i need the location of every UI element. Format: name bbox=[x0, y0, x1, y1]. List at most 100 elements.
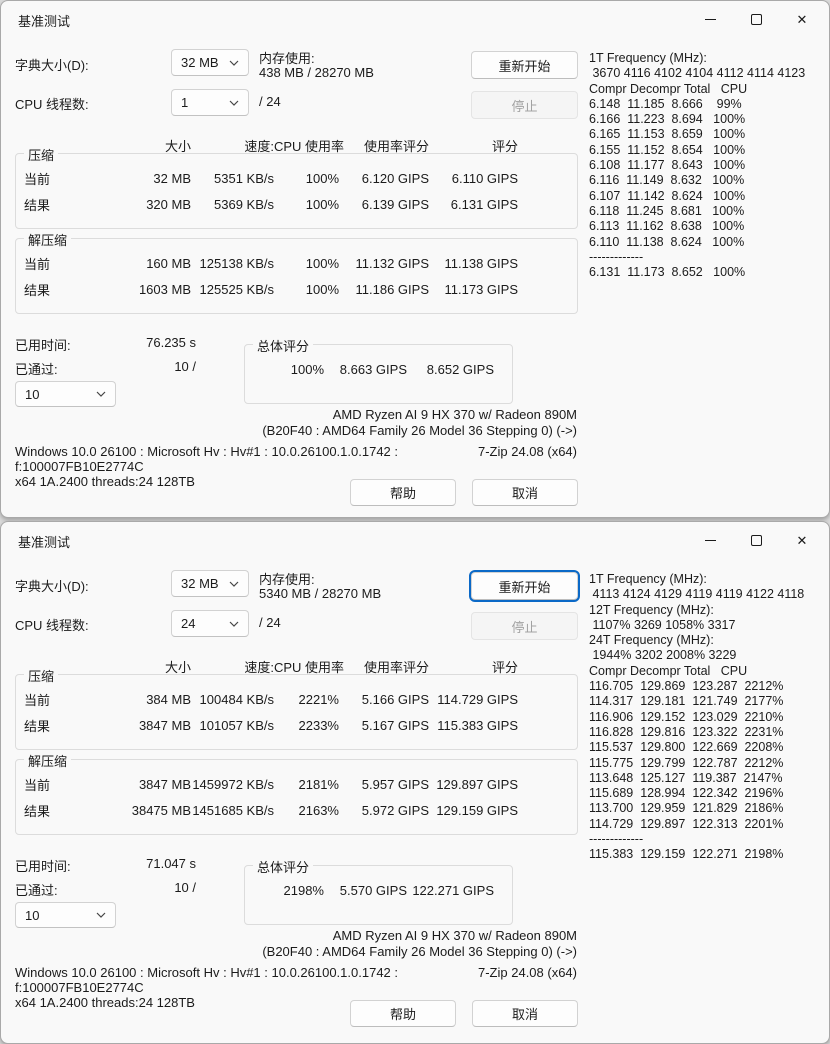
report-line: 116.828 129.816 123.322 2231% bbox=[589, 724, 784, 739]
cpu-family-line: (B20F40 : AMD64 Family 26 Model 36 Stepp… bbox=[262, 944, 577, 959]
memory-usage-label: 内存使用: bbox=[259, 51, 315, 66]
report-line: 6.148 11.185 8.666 99% bbox=[589, 96, 742, 111]
row-label: 当前 bbox=[24, 256, 51, 272]
titlebar[interactable]: 基准测试 ✕ bbox=[1, 522, 829, 558]
row-label: 结果 bbox=[24, 718, 51, 734]
minimize-icon bbox=[704, 539, 716, 541]
memory-usage-value: 5340 MB / 28270 MB bbox=[259, 586, 382, 601]
minimize-button[interactable] bbox=[687, 522, 733, 558]
maximize-icon bbox=[750, 13, 762, 25]
benchmark-window-1t: 基准测试 ✕ 字典大小(D): 32 MB 内存使用: 438 MB / 282… bbox=[0, 0, 830, 518]
cell-usage-rating: 5.167 GIPS bbox=[361, 717, 429, 733]
threads-total-label: / 24 bbox=[259, 615, 281, 630]
report-line: 115.775 129.799 122.787 2212% bbox=[589, 755, 784, 770]
restart-button-label: 重新开始 bbox=[498, 58, 551, 74]
overall-usage-rating: 5.570 GIPS bbox=[339, 883, 407, 898]
report-line: 12T Frequency (MHz): bbox=[589, 602, 714, 617]
decompress-group: 解压缩 当前 160 MB 125138 KB/s 100% 11.132 GI… bbox=[15, 230, 578, 314]
passes-select[interactable]: 10 bbox=[15, 902, 116, 928]
cell-size: 160 MB bbox=[146, 255, 191, 271]
row-label: 结果 bbox=[24, 197, 51, 213]
cpu-threads-select[interactable]: 24 bbox=[171, 610, 249, 637]
help-button-label: 帮助 bbox=[389, 486, 416, 501]
table-column-headers: 大小 速度: CPU 使用率 使用率评分 评分 bbox=[24, 657, 518, 676]
report-line: 3670 4116 4102 4104 4112 4114 4123 bbox=[589, 66, 806, 81]
overall-rating-group: 总体评分 100% 8.663 GIPS 8.652 GIPS bbox=[244, 336, 513, 404]
restart-button[interactable]: 重新开始 bbox=[471, 51, 578, 79]
dictionary-size-select[interactable]: 32 MB bbox=[171, 570, 249, 597]
memory-usage-label: 内存使用: bbox=[259, 572, 315, 587]
cell-rating: 129.897 GIPS bbox=[436, 776, 518, 792]
cell-size: 384 MB bbox=[146, 691, 191, 707]
close-button[interactable]: ✕ bbox=[779, 522, 825, 558]
cell-usage-rating: 11.186 GIPS bbox=[355, 281, 429, 297]
minimize-button[interactable] bbox=[687, 1, 733, 37]
close-button[interactable]: ✕ bbox=[779, 1, 825, 37]
table-row: 结果 38475 MB 1451685 KB/s 2163% 5.972 GIP… bbox=[24, 797, 577, 823]
report-line: 24T Frequency (MHz): bbox=[589, 633, 714, 648]
cell-size: 320 MB bbox=[146, 196, 191, 212]
report-line: 6.131 11.173 8.652 100% bbox=[589, 265, 746, 280]
app-version: 7-Zip 24.08 (x64) bbox=[478, 444, 577, 459]
dictionary-size-select[interactable]: 32 MB bbox=[171, 49, 249, 76]
cell-rating: 6.110 GIPS bbox=[451, 170, 518, 186]
window-title: 基准测试 bbox=[18, 535, 71, 550]
cell-cpu: 100% bbox=[305, 281, 339, 297]
cell-cpu: 2181% bbox=[298, 776, 339, 792]
help-button[interactable]: 帮助 bbox=[350, 479, 456, 506]
col-speed: 速度: bbox=[244, 660, 274, 675]
frequency-report: 1T Frequency (MHz): 3670 4116 4102 4104 … bbox=[589, 51, 827, 280]
cell-rating: 129.159 GIPS bbox=[436, 802, 518, 818]
report-line: 6.166 11.223 8.694 100% bbox=[589, 112, 746, 127]
passes-select-value: 10 bbox=[25, 907, 40, 923]
titlebar[interactable]: 基准测试 ✕ bbox=[1, 1, 829, 37]
cell-size: 3847 MB bbox=[138, 776, 191, 792]
dictionary-size-value: 32 MB bbox=[181, 55, 219, 70]
chevron-down-icon bbox=[229, 100, 239, 106]
maximize-button[interactable] bbox=[733, 1, 779, 37]
passes-label: 已通过: bbox=[15, 883, 58, 898]
report-line: 1T Frequency (MHz): bbox=[589, 572, 707, 586]
overall-rating: 122.271 GIPS bbox=[412, 883, 494, 898]
cell-cpu: 2221% bbox=[298, 691, 339, 707]
compress-legend: 压缩 bbox=[24, 145, 59, 164]
frequency-report: 1T Frequency (MHz): 4113 4124 4129 4119 … bbox=[589, 572, 827, 863]
table-column-headers: 大小 速度: CPU 使用率 使用率评分 评分 bbox=[24, 136, 518, 155]
report-line: 6.110 11.138 8.624 100% bbox=[589, 234, 745, 249]
overall-rating: 8.652 GIPS bbox=[426, 362, 494, 377]
cancel-button[interactable]: 取消 bbox=[472, 479, 578, 506]
table-row: 当前 3847 MB 1459972 KB/s 2181% 5.957 GIPS… bbox=[24, 771, 577, 797]
help-button-label: 帮助 bbox=[389, 1007, 416, 1022]
stop-button[interactable]: 停止 bbox=[471, 612, 578, 640]
compress-legend: 压缩 bbox=[24, 666, 59, 685]
table-row: 结果 320 MB 5369 KB/s 100% 6.139 GIPS 6.13… bbox=[24, 191, 577, 217]
row-label: 当前 bbox=[24, 692, 51, 708]
maximize-button[interactable] bbox=[733, 522, 779, 558]
col-size: 大小 bbox=[164, 660, 191, 675]
passes-value: 10 / bbox=[174, 880, 196, 895]
help-button[interactable]: 帮助 bbox=[350, 1000, 456, 1027]
chevron-down-icon bbox=[229, 581, 239, 587]
col-usage-rating: 使用率评分 bbox=[363, 139, 429, 154]
cpu-threads-value: 1 bbox=[181, 95, 189, 110]
passes-select[interactable]: 10 bbox=[15, 381, 116, 407]
report-line: Compr Decompr Total CPU bbox=[589, 663, 748, 678]
cpu-family-line: (B20F40 : AMD64 Family 26 Model 36 Stepp… bbox=[262, 423, 577, 438]
cell-rating: 114.729 GIPS bbox=[437, 691, 518, 707]
report-line: 4113 4124 4129 4119 4119 4122 4118 bbox=[589, 587, 805, 602]
cancel-button[interactable]: 取消 bbox=[472, 1000, 578, 1027]
cpu-threads-select[interactable]: 1 bbox=[171, 89, 249, 116]
threads-total-label: / 24 bbox=[259, 94, 281, 109]
stop-button[interactable]: 停止 bbox=[471, 91, 578, 119]
cell-speed: 101057 KB/s bbox=[199, 717, 274, 733]
cpu-name-line: AMD Ryzen AI 9 HX 370 w/ Radeon 890M bbox=[332, 928, 577, 943]
chevron-down-icon bbox=[96, 912, 106, 918]
overall-usage-rating: 8.663 GIPS bbox=[339, 362, 407, 377]
chevron-down-icon bbox=[96, 391, 106, 397]
restart-button[interactable]: 重新开始 bbox=[471, 572, 578, 600]
cpu-feature-hash-line: f:100007FB10E2774C bbox=[15, 980, 144, 995]
system-info-line: Windows 10.0 26100 : Microsoft Hv : Hv#1… bbox=[15, 444, 398, 459]
overall-cpu-usage: 2198% bbox=[283, 883, 324, 898]
report-line: ------------- bbox=[589, 832, 644, 847]
passes-value: 10 / bbox=[174, 359, 196, 374]
